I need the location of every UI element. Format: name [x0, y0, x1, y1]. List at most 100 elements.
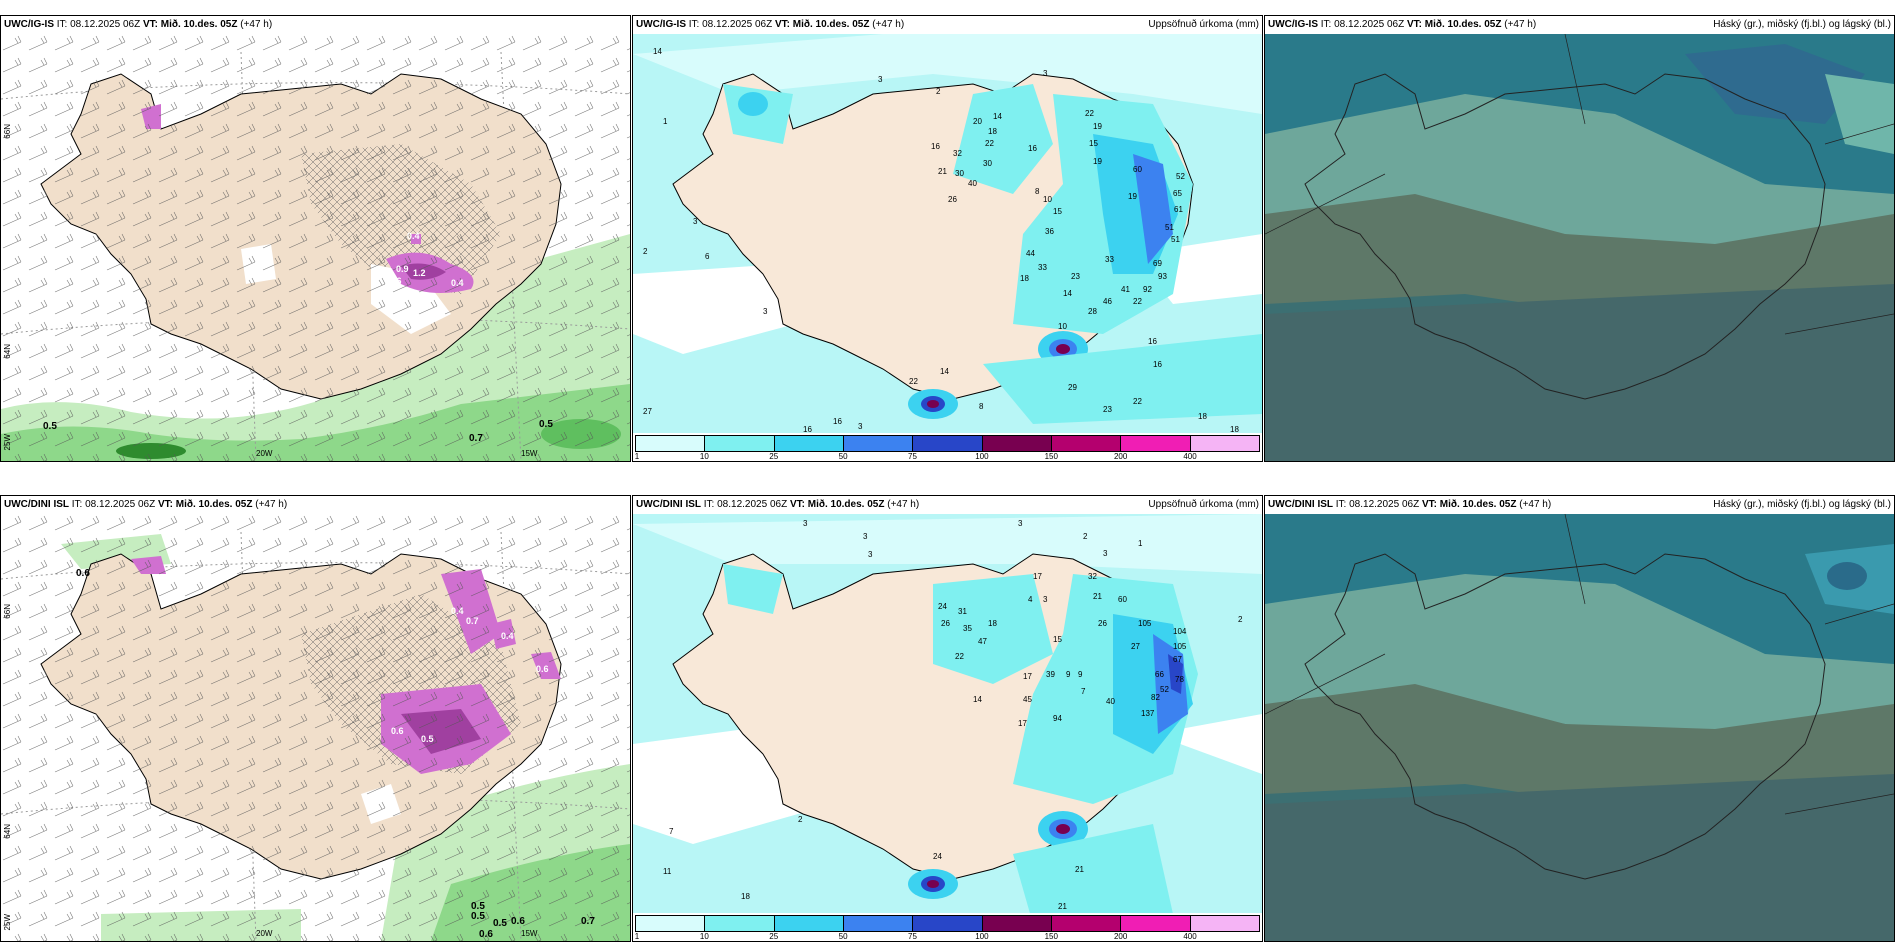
panel-value: 0.5: [43, 421, 57, 432]
svg-text:8: 8: [979, 402, 984, 411]
svg-text:19: 19: [1093, 122, 1102, 131]
legend-tick: 150: [1044, 452, 1058, 461]
valid-time: Mið. 10.des. 05Z: [175, 499, 253, 510]
legend-tick: 400: [1183, 932, 1197, 941]
init-time: 08.12.2025 06Z: [1334, 19, 1405, 30]
it-label: IT:: [703, 499, 715, 510]
svg-text:21: 21: [1093, 592, 1102, 601]
svg-text:47: 47: [978, 637, 987, 646]
svg-text:3: 3: [763, 307, 768, 316]
legend-tick: 50: [838, 932, 848, 941]
svg-text:3: 3: [858, 422, 863, 431]
panel-header: UWC/DINI ISL IT: 08.12.2025 06Z VT: Mið.…: [633, 496, 1262, 514]
lat-label: 64N: [3, 824, 12, 839]
panel-value: 0.6: [389, 276, 402, 286]
svg-text:93: 93: [1158, 272, 1167, 281]
svg-text:40: 40: [1106, 697, 1115, 706]
init-time: 08.12.2025 06Z: [702, 19, 773, 30]
svg-text:104: 104: [1173, 627, 1187, 636]
model-name: UWC/DINI ISL: [4, 499, 69, 510]
lat-label: 25W: [3, 434, 12, 451]
panel-value: 0.7: [466, 616, 479, 626]
svg-text:31: 31: [958, 607, 967, 616]
svg-text:10: 10: [1043, 195, 1052, 204]
cloud-map: [1265, 514, 1894, 941]
svg-text:67: 67: [1173, 655, 1182, 664]
svg-text:35: 35: [963, 624, 972, 633]
lead-time: (+47 h): [887, 499, 920, 510]
legend-tick: 100: [975, 932, 989, 941]
svg-text:82: 82: [1151, 693, 1160, 702]
panel-cloud-row2: UWC/DINI ISL IT: 08.12.2025 06Z VT: Mið.…: [1264, 495, 1895, 942]
svg-text:33: 33: [1105, 255, 1114, 264]
panel-wind-row2: UWC/DINI ISL IT: 08.12.2025 06Z VT: Mið.…: [0, 495, 631, 942]
svg-text:22: 22: [955, 652, 964, 661]
legend-tick: 75: [908, 932, 917, 941]
svg-text:30: 30: [983, 159, 992, 168]
panel-value: 0.5: [421, 734, 434, 744]
svg-text:20: 20: [973, 117, 982, 126]
legend-swatch: [1051, 436, 1122, 451]
svg-text:22: 22: [1085, 109, 1094, 118]
vt-label: VT:: [1406, 19, 1422, 30]
svg-text:16: 16: [803, 425, 812, 434]
panel-value: 1.2: [413, 268, 426, 278]
svg-text:2: 2: [643, 247, 648, 256]
model-name: UWC/DINI ISL: [1268, 499, 1333, 510]
panel-header: UWC/IG-IS IT: 08.12.2025 06Z VT: Mið. 10…: [1, 16, 630, 34]
legend-swatch: [843, 436, 914, 451]
legend-swatch: [913, 436, 983, 451]
legend-tick: 100: [975, 452, 989, 461]
panel-value: 0.6: [511, 916, 525, 927]
svg-text:61: 61: [1174, 205, 1183, 214]
panel-value: 0.5: [493, 918, 507, 929]
model-name: UWC/IG-IS: [4, 19, 54, 30]
model-name: UWC/IG-IS: [636, 19, 686, 30]
svg-text:44: 44: [1026, 249, 1035, 258]
vt-label: VT:: [142, 19, 158, 30]
lon-label: 15W: [521, 449, 538, 458]
svg-text:18: 18: [1020, 274, 1029, 283]
valid-time: Mið. 10.des. 05Z: [1424, 19, 1502, 30]
svg-text:15: 15: [1053, 207, 1062, 216]
legend-tick: 1: [634, 932, 640, 941]
panel-value: 0.6: [76, 568, 90, 579]
svg-text:16: 16: [833, 417, 842, 426]
svg-text:60: 60: [1133, 165, 1142, 174]
legend-tick: 50: [838, 452, 848, 461]
precip-map: 3 3 3 3 3 2 1 2 24 31 35 26 47 22 18 17 …: [633, 514, 1262, 941]
svg-text:51: 51: [1171, 235, 1180, 244]
lat-label: 64N: [3, 344, 12, 359]
valid-time: Mið. 10.des. 05Z: [160, 19, 238, 30]
svg-text:14: 14: [1063, 289, 1072, 298]
legend-swatch: [982, 436, 1052, 451]
svg-text:46: 46: [1103, 297, 1112, 306]
panel-precip-row1: UWC/IG-IS IT: 08.12.2025 06Z VT: Mið. 10…: [632, 15, 1263, 462]
cloud-title: Háský (gr.), miðský (fj.bl.) og lágský (…: [1713, 499, 1891, 510]
svg-text:66: 66: [1155, 670, 1164, 679]
svg-text:26: 26: [948, 195, 957, 204]
legend-tick: 10: [699, 452, 709, 461]
svg-text:52: 52: [1176, 172, 1185, 181]
svg-text:16: 16: [1028, 144, 1037, 153]
lat-label: 66N: [3, 604, 12, 619]
svg-text:2: 2: [798, 815, 803, 824]
svg-text:7: 7: [669, 827, 674, 836]
svg-text:19: 19: [1093, 157, 1102, 166]
legend-swatch: [636, 436, 706, 451]
legend-tick: 150: [1044, 932, 1058, 941]
legend-swatch: [1051, 916, 1122, 931]
svg-text:3: 3: [1018, 519, 1023, 528]
svg-text:18: 18: [1198, 412, 1207, 421]
svg-text:10: 10: [1058, 322, 1067, 331]
svg-text:11: 11: [663, 867, 672, 876]
precip-title: Uppsöfnuð úrkoma (mm): [1148, 499, 1259, 510]
lat-label: 25W: [3, 914, 12, 931]
panel-value: 0.9: [396, 264, 409, 274]
svg-text:3: 3: [803, 519, 808, 528]
model-name: UWC/IG-IS: [1268, 19, 1318, 30]
svg-text:21: 21: [1058, 902, 1067, 911]
svg-text:36: 36: [1045, 227, 1054, 236]
svg-text:18: 18: [1230, 425, 1239, 434]
lead-time: (+47 h): [255, 499, 288, 510]
